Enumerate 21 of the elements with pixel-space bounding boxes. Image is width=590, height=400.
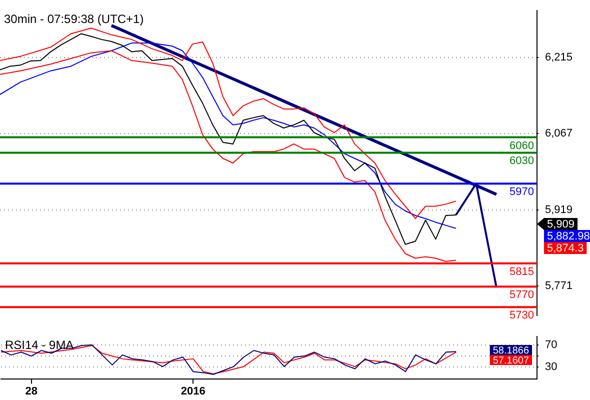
ref-line-label: 5815 [510,266,534,278]
ref-line-label: 5770 [510,289,534,302]
y-tick-label: 6,067 [545,128,573,140]
text: 5,882.98 [547,230,590,243]
text: 5,909 [547,218,575,231]
y-tick-label: 6,215 [545,51,573,64]
ref-line-label: 6030 [510,155,534,168]
y-tick-label: 70 [545,338,558,351]
annotation: 57.1607 [492,355,530,366]
y-tick-label: 30 [545,361,558,374]
y-tick-label: 5,919 [545,204,573,216]
chart-title: RSI14 - 9MA [5,338,74,352]
annotation: 58.1866 [492,345,530,356]
x-tick-label: 28 [25,385,38,398]
ref-line-label: 6060 [510,140,534,152]
y-tick-label: 5,771 [545,280,573,292]
ref-line-label: 5730 [510,310,534,322]
text: 5,874.3 [547,242,584,255]
x-tick-label: 2016 [180,385,206,398]
ref-line-label: 5970 [510,186,534,198]
chart-title: 30min - 07:59:38 (UTC+1) [4,12,144,26]
